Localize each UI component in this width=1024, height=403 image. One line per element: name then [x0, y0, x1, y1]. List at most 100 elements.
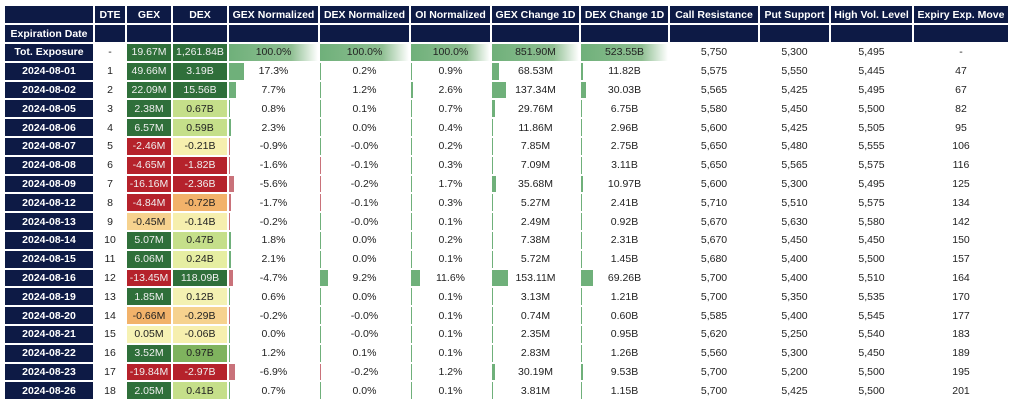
dex-normalized-cell: 0.0% — [320, 288, 409, 306]
column-header[interactable]: GEX Change 1D — [492, 6, 579, 23]
call-resistance-cell: 5,585 — [700, 309, 728, 322]
negative-bar — [229, 194, 231, 212]
column-header[interactable]: Put Support — [760, 6, 829, 23]
bar-value: -1.7% — [259, 196, 288, 209]
total-exposure-row[interactable]: Tot. Exposure - 19.67M 1,261.84B 100.0% 100.0… — [5, 44, 1008, 61]
bar-value: 2.3% — [261, 121, 286, 134]
dex-cell: 1,261.84B — [173, 44, 227, 61]
table-row[interactable]: 2024-08-05 3 2.38M 0.67B 0.8% 0.1% 0.7% 29.76M 6… — [5, 100, 1008, 118]
positive-bar — [411, 175, 413, 193]
table-row[interactable]: 2024-08-02 2 22.09M 15.56B 7.7% 1.2% 2.6% 137.3… — [5, 81, 1008, 99]
bar-value: -0.2% — [259, 309, 288, 322]
column-header[interactable]: GEX — [127, 6, 171, 23]
column-header[interactable]: Call Resistance — [670, 6, 758, 23]
negative-bar — [320, 194, 321, 212]
bar-value: 0.8% — [261, 102, 286, 115]
positive-bar — [320, 344, 321, 362]
bar-value: 0.7% — [438, 102, 463, 115]
bar-value: 3.11B — [611, 159, 638, 172]
positive-bar — [492, 363, 496, 381]
bar-value: 29.76M — [517, 102, 554, 115]
positive-bar — [581, 156, 582, 174]
positive-bar — [411, 363, 412, 381]
column-header[interactable]: Expiry Exp. Move — [914, 6, 1008, 23]
bar-value: 523.55B — [604, 46, 645, 59]
bar-value: 0.1% — [438, 384, 463, 397]
table-row[interactable]: 2024-08-26 18 2.05M 0.41B 0.7% 0.0% 0.1% 3.81M 1… — [5, 382, 1008, 400]
subheader-cell — [173, 25, 227, 42]
exposure-table: DTE GEX DEX GEX Normalized DEX Normalized OI … — [3, 4, 1010, 401]
column-header[interactable]: High Vol. Level — [831, 6, 912, 23]
dte-cell: 6 — [107, 159, 113, 172]
expiration-date-cell: 2024-08-21 — [5, 325, 93, 343]
table-row[interactable]: 2024-08-19 13 1.85M 0.12B 0.6% 0.0% 0.1% 3.13M 1… — [5, 288, 1008, 306]
put-support-cell: 5,630 — [781, 215, 808, 228]
positive-bar — [581, 288, 582, 306]
column-header[interactable]: GEX Normalized — [229, 6, 318, 23]
table-row[interactable]: 2024-08-15 11 6.06M 0.24B 2.1% 0.0% 0.1% 5.72M 1… — [5, 250, 1008, 268]
gex-change-cell: 5.72M — [492, 250, 579, 268]
bar-value: 100.0% — [255, 46, 292, 59]
table-row[interactable]: 2024-08-20 14 -0.66M -0.29B -0.2% -0.0% 0.1% 0.… — [5, 307, 1008, 324]
bar-value: -4.7% — [259, 271, 288, 284]
table-row[interactable]: 2024-08-23 17 -19.84M -2.97B -6.9% -0.2% 1.2% 3… — [5, 363, 1008, 381]
table-row[interactable]: 2024-08-08 6 -4.65M -1.82B -1.6% -0.1% 0.3% 7.0… — [5, 156, 1008, 174]
bar-value: 0.92B — [610, 215, 639, 228]
column-header[interactable]: DEX Change 1D — [581, 6, 668, 23]
table-row[interactable]: 2024-08-12 8 -4.84M -0.72B -1.7% -0.1% 0.3% 5.2… — [5, 194, 1008, 212]
oi-normalized-cell: 0.4% — [411, 119, 490, 136]
table-row[interactable]: 2024-08-21 15 0.05M -0.06B 0.0% -0.0% 0.1% 2.35… — [5, 325, 1008, 343]
gex-normalized-cell: -0.2% — [229, 213, 318, 230]
positive-bar — [229, 119, 232, 136]
bar-value: 69.26B — [607, 271, 642, 284]
bar-value: 0.1% — [438, 253, 463, 266]
dex-normalized-cell: -0.0% — [320, 325, 409, 343]
table-row[interactable]: 2024-08-07 5 -2.46M -0.21B -0.9% -0.0% 0.2% 7.8… — [5, 137, 1008, 155]
positive-bar — [411, 250, 412, 268]
high-vol-level-cell: 5,500 — [858, 384, 885, 397]
positive-bar — [492, 269, 508, 287]
expiry-exp-move-cell: 201 — [952, 384, 970, 397]
table-row[interactable]: 2024-08-22 16 3.52M 0.97B 1.2% 0.1% 0.1% 2.83M 1… — [5, 344, 1008, 362]
expiration-date-header[interactable]: Expiration Date — [5, 25, 93, 42]
column-header[interactable]: DEX — [173, 6, 227, 23]
table-row[interactable]: 2024-08-01 1 49.66M 3.19B 17.3% 0.2% 0.9% 68.53… — [5, 62, 1008, 80]
put-support-cell: 5,565 — [781, 159, 808, 172]
column-header[interactable] — [5, 6, 93, 23]
bar-value: 0.1% — [352, 347, 377, 360]
dte-cell: 11 — [104, 253, 116, 266]
positive-bar — [411, 100, 412, 118]
expiration-date-cell: 2024-08-12 — [5, 194, 93, 212]
dex-cell: 118.09B — [173, 269, 227, 287]
dex-cell: 0.12B — [173, 288, 227, 306]
high-vol-level-cell: 5,510 — [858, 271, 885, 284]
dte-cell: 7 — [107, 177, 113, 190]
gex-change-cell: 137.34M — [492, 81, 579, 99]
expiration-date-cell: 2024-08-09 — [5, 175, 93, 193]
column-header[interactable]: DEX Normalized — [320, 6, 409, 23]
bar-value: 0.60B — [610, 309, 639, 322]
dex-normalized-cell: 0.1% — [320, 344, 409, 362]
column-header[interactable]: OI Normalized — [411, 6, 490, 23]
table-row[interactable]: 2024-08-09 7 -16.16M -2.36B -5.6% -0.2% 1.7% 35… — [5, 175, 1008, 193]
table-row[interactable]: 2024-08-16 12 -13.45M 118.09B -4.7% 9.2% 11.6%… — [5, 269, 1008, 287]
put-support-cell: 5,425 — [781, 121, 808, 134]
positive-bar — [320, 137, 321, 155]
expiration-date-cell: 2024-08-06 — [5, 119, 93, 136]
positive-bar — [492, 62, 499, 80]
bar-value: 9.53B — [610, 365, 639, 378]
table-row[interactable]: 2024-08-13 9 -0.45M -0.14B -0.2% -0.0% 0.1% 2.4… — [5, 213, 1008, 230]
high-vol-level-cell: 5,500 — [858, 365, 885, 378]
positive-bar — [320, 213, 321, 230]
expiry-exp-move-cell: 142 — [952, 215, 970, 228]
table-row[interactable]: 2024-08-06 4 6.57M 0.59B 2.3% 0.0% 0.4% 11.86M 2… — [5, 119, 1008, 136]
dex-normalized-cell: -0.2% — [320, 175, 409, 193]
expiration-date-cell: 2024-08-05 — [5, 100, 93, 118]
column-header[interactable]: DTE — [95, 6, 125, 23]
gex-cell: -0.66M — [127, 307, 171, 324]
expiration-date-cell: Tot. Exposure — [5, 44, 93, 61]
put-support-cell: 5,450 — [781, 234, 808, 247]
high-vol-level-cell: 5,500 — [858, 253, 885, 266]
table-row[interactable]: 2024-08-14 10 5.07M 0.47B 1.8% 0.0% 0.2% 7.38M 2… — [5, 231, 1008, 249]
expiration-date-cell: 2024-08-16 — [5, 269, 93, 287]
